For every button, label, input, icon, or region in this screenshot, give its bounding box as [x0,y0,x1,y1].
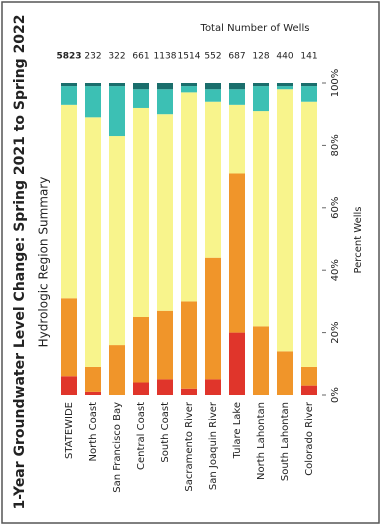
bar-segment [133,382,149,395]
bar-segment [181,92,197,302]
total-label: 141 [300,52,317,62]
bar-segment [301,101,317,367]
bar-segment [133,89,149,108]
total-label: 661 [132,52,149,62]
bar-segment [277,89,293,352]
x-tick-label: Tulare Lake [232,402,243,459]
bar-segment [229,332,245,395]
bar-segment [109,83,125,87]
bar-segment [61,298,77,377]
bar-segment [109,86,125,137]
bar-segment [85,83,101,87]
bar-segment [157,379,173,395]
bar-segment [157,310,173,380]
y-tick-label: 80% [330,134,341,156]
bar-segment [301,366,317,386]
bar-segment [301,83,317,87]
x-tick-label: Central Coast [136,402,147,470]
bar-segment [157,89,173,115]
bar-segment [85,391,101,395]
bar-segment [109,345,125,395]
bar-segment [85,366,101,392]
bar-segment [133,83,149,90]
total-label: 128 [252,52,269,62]
bar-segment [61,104,77,299]
x-tick-label: North Coast [88,402,99,462]
total-label: 1138 [154,52,177,62]
bar-segment [61,83,77,87]
y-tick-label: 40% [330,259,341,281]
bar-segment [205,101,221,258]
bar-segment [133,317,149,383]
x-tick-label: San Joaquin River [208,401,219,490]
y-tick-label: 0% [330,387,341,403]
bar-segment [229,173,245,333]
total-label: 687 [228,52,245,62]
bar-segment [277,351,293,395]
y-tick-label: 60% [330,197,341,219]
bar-segment [301,86,317,102]
bar-segment [61,86,77,105]
bar-segment [85,117,101,367]
bar-segment [277,83,293,87]
bar-segment [181,83,197,87]
bar-segment [61,376,77,395]
x-tick-label: Sacramento River [184,401,195,491]
bar-segment [229,89,245,105]
bar-segment [133,107,149,318]
x-tick-label: South Coast [160,402,171,463]
y-axis-label: Percent Wells [353,206,364,273]
bar-segment [277,86,293,90]
y-tick-label: 100% [330,69,341,98]
x-tick-label: San Francisco Bay [112,402,123,493]
bar-segment [181,86,197,93]
total-label: 5823 [56,52,81,62]
bar-segment [85,86,101,118]
bar-segment [229,83,245,90]
bar-segment [205,83,221,90]
bar-segment [253,86,269,112]
total-label: 322 [108,52,125,62]
totals-title: Total Number of Wells [200,23,310,34]
bar-segment [253,326,269,395]
bar-segment [109,136,125,346]
bar-segment [301,385,317,395]
bar-segment [157,83,173,90]
total-label: 440 [276,52,293,62]
chart-subtitle: Hydrologic Region Summary [37,177,51,348]
bar-segment [205,89,221,102]
chart-title: 1-Year Groundwater Level Change: Spring … [12,14,28,509]
bar-segment [253,111,269,327]
total-label: 1514 [178,52,201,62]
y-tick-label: 20% [330,321,341,343]
bar-segment [181,388,197,395]
bar-segment [157,114,173,311]
x-tick-label: North Lahontan [256,402,267,480]
total-label: 552 [204,52,221,62]
x-tick-label: Colorado River [304,401,315,476]
bar-segment [205,379,221,395]
x-tick-label: South Lahontan [280,402,291,481]
bar-segment [229,104,245,174]
x-tick-label: STATEWIDE [64,402,75,459]
total-label: 232 [84,52,101,62]
bar-segment [253,83,269,87]
bar-segment [181,301,197,389]
bar-segment [205,257,221,380]
